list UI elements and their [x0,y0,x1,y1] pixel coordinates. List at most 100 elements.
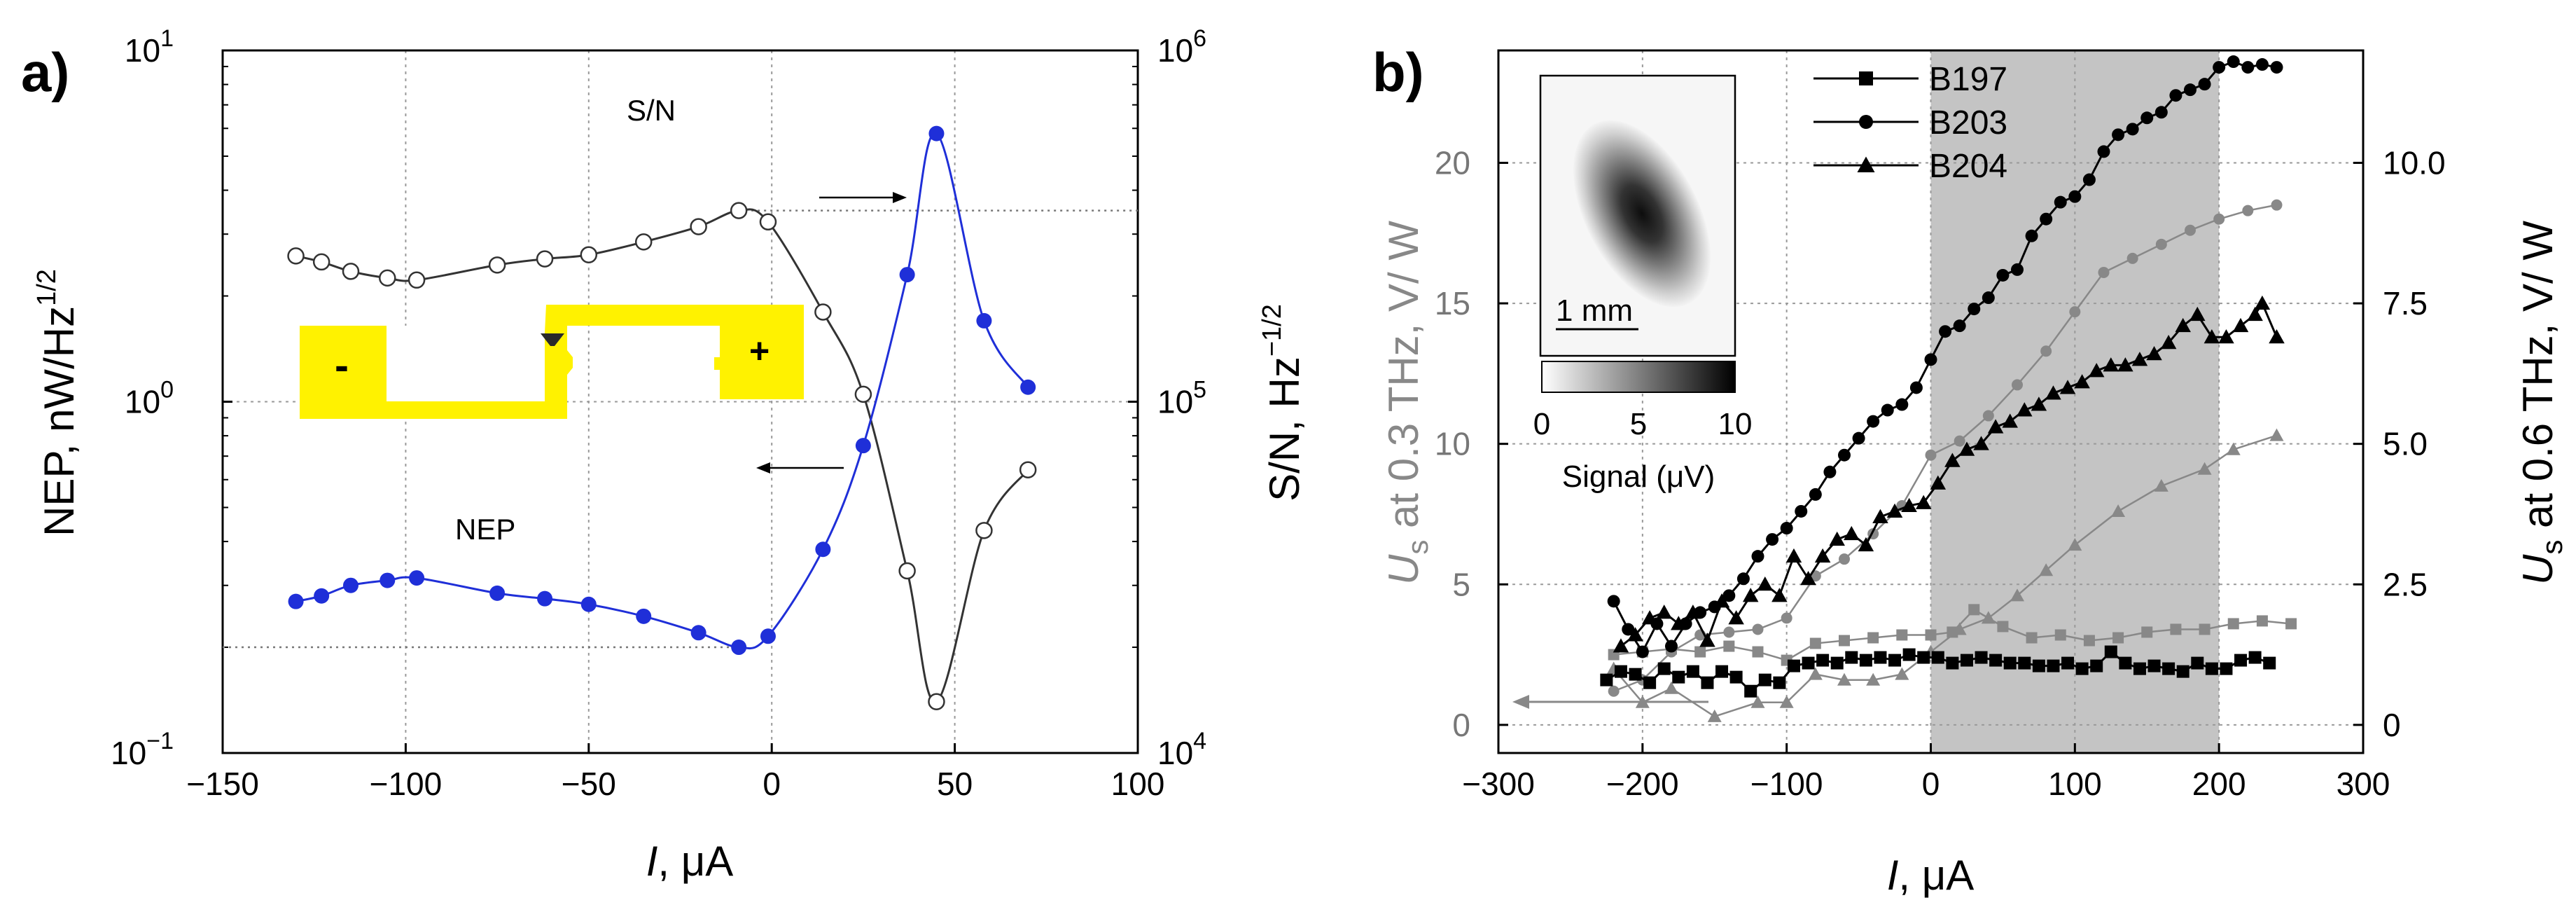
panel-a-x-tick-label: 100 [1111,766,1165,802]
data-point-b203 [1809,488,1822,501]
panel-a-left-axis-title: NEP, nW/Hz1/2 [32,269,83,537]
data-point-b197-0-3-thz [1968,604,1980,616]
data-point-b204-0-3-thz [1952,622,1967,635]
panel-a-x-tick-label: −100 [370,766,443,802]
colorbar-label: Signal (μV) [1562,460,1715,494]
data-point-b203 [1622,623,1635,636]
data-point-b197 [1715,665,1729,678]
data-point-b204 [2218,329,2234,344]
data-point-b197 [2176,665,2189,678]
panel-a-right-tick-label: 106 [1157,25,1206,69]
nep-annotation: NEP [455,513,515,546]
data-point-b197 [2191,656,2204,670]
data-point-b204 [1930,475,1947,490]
data-point-b204 [1829,531,1845,546]
data-point-s-n [312,253,330,271]
colorbar-tick-label: 0 [1533,407,1550,441]
data-point-b204 [1872,509,1888,523]
data-point-b197 [1657,662,1671,675]
data-point-b197 [2248,651,2262,664]
data-point-b204 [1886,503,1903,518]
data-point-b204-0-3-thz [1779,695,1794,708]
data-point-b203 [2097,145,2110,158]
data-point-b197 [1975,651,1988,664]
data-point-b197-0-3-thz [1723,640,1735,652]
data-point-b203 [1722,589,1736,602]
data-point-b204 [2017,402,2033,417]
data-point-b197 [1917,651,1930,664]
panel-b-series [1600,55,2297,722]
data-point-b197-0-3-thz [2285,618,2297,630]
legend-marker-b204 [1857,156,1875,172]
data-point-nep [342,577,358,593]
panel-a-x-tick-label: 0 [763,766,781,802]
data-point-b203-0-3-thz [2012,379,2023,391]
data-point-b204 [2232,317,2249,333]
data-point-s-n [536,250,554,268]
data-point-b203 [1867,415,1880,428]
data-point-b204 [1973,436,1989,450]
data-point-b197 [1773,676,1786,689]
data-point-b197 [1888,654,1902,667]
data-point-b203-0-3-thz [2271,199,2283,211]
data-point-b203-0-3-thz [1925,449,1937,461]
data-point-nep [636,608,652,624]
data-point-b197-0-3-thz [1809,637,1821,649]
panel-b-x-tick-label: −300 [1462,766,1535,802]
data-point-b197-0-3-thz [2227,618,2239,630]
data-point-b197 [2047,659,2060,672]
data-point-b204-0-3-thz [2154,478,2168,492]
data-point-b204-0-3-thz [2039,563,2054,576]
data-point-s-n [488,256,506,274]
beam-spot [1573,120,1711,308]
data-point-b204 [2059,380,2076,394]
data-point-b197 [1989,654,2003,667]
data-point-b203 [2184,83,2196,97]
data-point-b203 [2054,195,2067,209]
data-point-b203-0-3-thz [1839,553,1850,565]
data-point-b204 [1800,571,1816,586]
data-point-b197 [1729,670,1743,684]
panel-a-reference-lines [223,209,1138,649]
legend-marker-b197 [1859,71,1873,85]
data-point-b203 [1636,645,1649,658]
data-point-b203-0-3-thz [1608,685,1620,697]
data-point-nep [760,628,776,644]
data-point-b203 [1924,353,1937,366]
data-point-b203-0-3-thz [1723,626,1735,638]
data-point-b197 [2003,656,2017,670]
data-point-b204 [1671,616,1687,630]
colorbar [1541,361,1736,393]
data-point-b204 [1771,588,1788,602]
data-point-s-n [854,385,872,403]
panel-b-right-tick-label: 0 [2383,707,2401,743]
panel-a-left-tick-label: 100 [125,377,174,420]
data-point-b203-0-3-thz [2155,238,2167,250]
data-point-b203 [1665,640,1678,653]
panel-b-label: b) [1372,41,1424,103]
data-point-b203-0-3-thz [1781,612,1792,624]
panel-b-right-tick-label: 5.0 [2383,426,2428,462]
panel-b-right-tick-labels: 0 2.5 5.0 7.5 10.0 [2383,144,2446,742]
data-point-b203 [1982,291,1995,305]
data-point-b197 [2263,656,2276,670]
panel-b-x-tick-label: −100 [1750,766,1823,802]
data-point-s-n [287,247,305,265]
data-point-nep [409,570,425,586]
panel-b-x-tick-label: −200 [1606,766,1679,802]
data-point-b197 [1643,676,1657,689]
panel-a-right-tick-label: 104 [1157,728,1206,771]
data-point-b197-0-3-thz [1752,646,1764,658]
data-point-s-n [1019,461,1037,478]
data-point-b203-0-3-thz [2069,306,2081,318]
data-point-b197-0-3-thz [2199,623,2211,635]
data-point-b204-0-3-thz [1837,672,1851,686]
data-point-b204 [1613,638,1629,653]
data-point-b204-0-3-thz [2269,428,2284,441]
legend-label-b204: B204 [1929,148,2007,185]
data-point-b204-0-3-thz [1664,681,1678,694]
data-point-b204 [1987,419,2004,434]
data-point-nep [580,596,597,612]
panel-b-left-tick-label: 0 [1452,707,1470,743]
